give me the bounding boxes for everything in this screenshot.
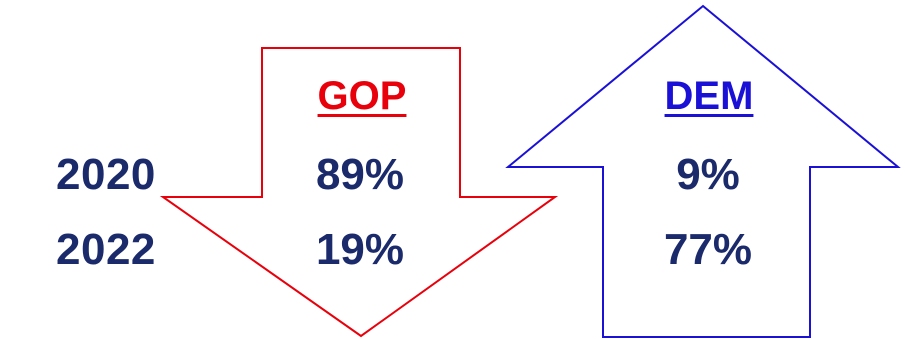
party-label-dem: DEM bbox=[664, 74, 754, 118]
dem-value-2022: 77% bbox=[663, 225, 753, 274]
year-label-2022: 2022 bbox=[56, 225, 156, 274]
year-label-2020: 2020 bbox=[56, 150, 156, 199]
dem-value-2020: 9% bbox=[676, 150, 740, 199]
gop-value-2022: 19% bbox=[315, 225, 405, 274]
gop-value-2020: 89% bbox=[315, 150, 405, 199]
party-label-gop: GOP bbox=[317, 74, 407, 118]
up-arrow-outline-icon bbox=[505, 4, 901, 338]
down-arrow-outline-icon bbox=[159, 47, 559, 338]
